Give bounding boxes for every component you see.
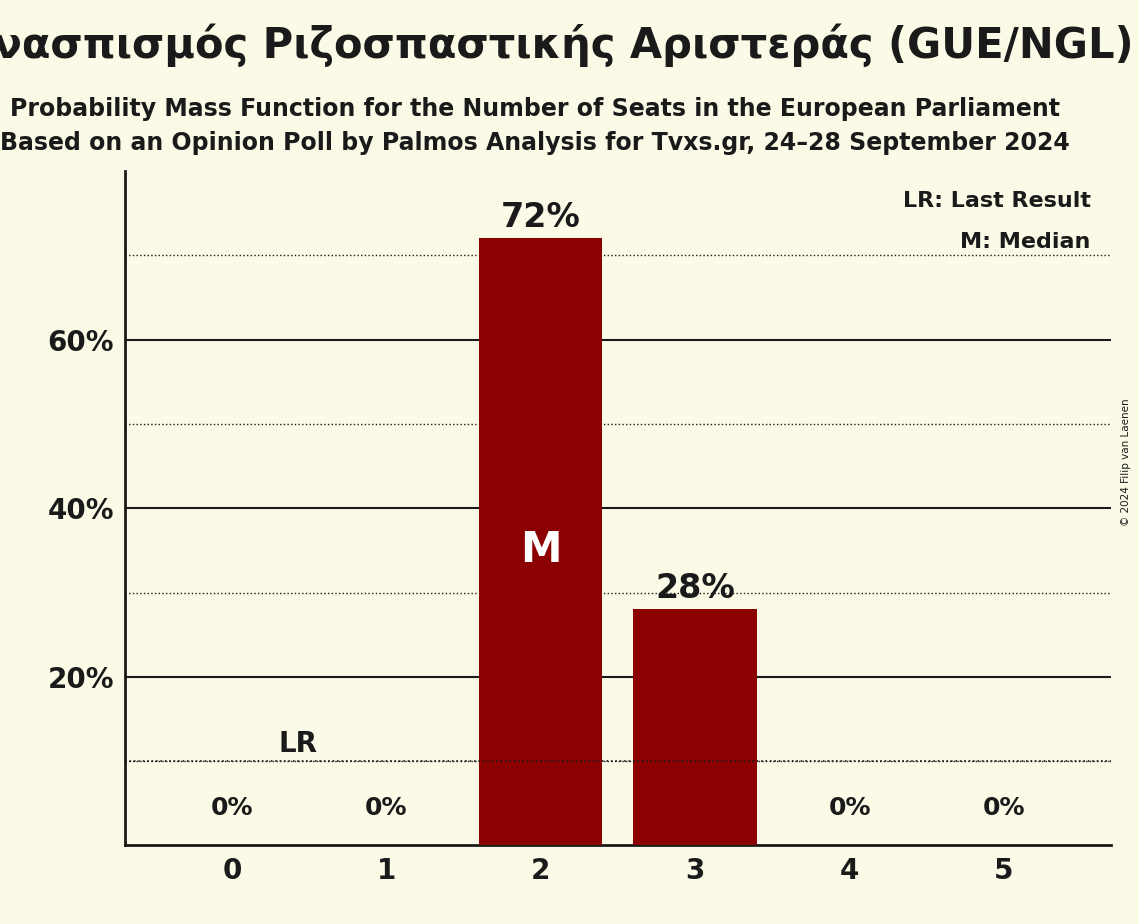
Text: 0%: 0% — [211, 796, 253, 821]
Text: 0%: 0% — [983, 796, 1025, 821]
Text: LR: LR — [278, 730, 317, 758]
Text: 72%: 72% — [501, 201, 581, 234]
Text: M: Median: M: Median — [960, 232, 1091, 251]
Text: Probability Mass Function for the Number of Seats in the European Parliament: Probability Mass Function for the Number… — [10, 97, 1060, 121]
Text: 28%: 28% — [655, 572, 735, 605]
Bar — [478, 238, 603, 845]
Text: Συνασπισμός Ριζοσπαστικής Αριστεράς (GUE/NGL): Συνασπισμός Ριζοσπαστικής Αριστεράς (GUE… — [0, 23, 1133, 67]
Text: 0%: 0% — [364, 796, 408, 821]
Text: 0%: 0% — [828, 796, 871, 821]
Text: LR: Last Result: LR: Last Result — [903, 191, 1091, 212]
Text: M: M — [519, 529, 562, 571]
Bar — [633, 610, 757, 845]
Text: Based on an Opinion Poll by Palmos Analysis for Tvxs.gr, 24–28 September 2024: Based on an Opinion Poll by Palmos Analy… — [0, 131, 1071, 155]
Text: © 2024 Filip van Laenen: © 2024 Filip van Laenen — [1121, 398, 1131, 526]
